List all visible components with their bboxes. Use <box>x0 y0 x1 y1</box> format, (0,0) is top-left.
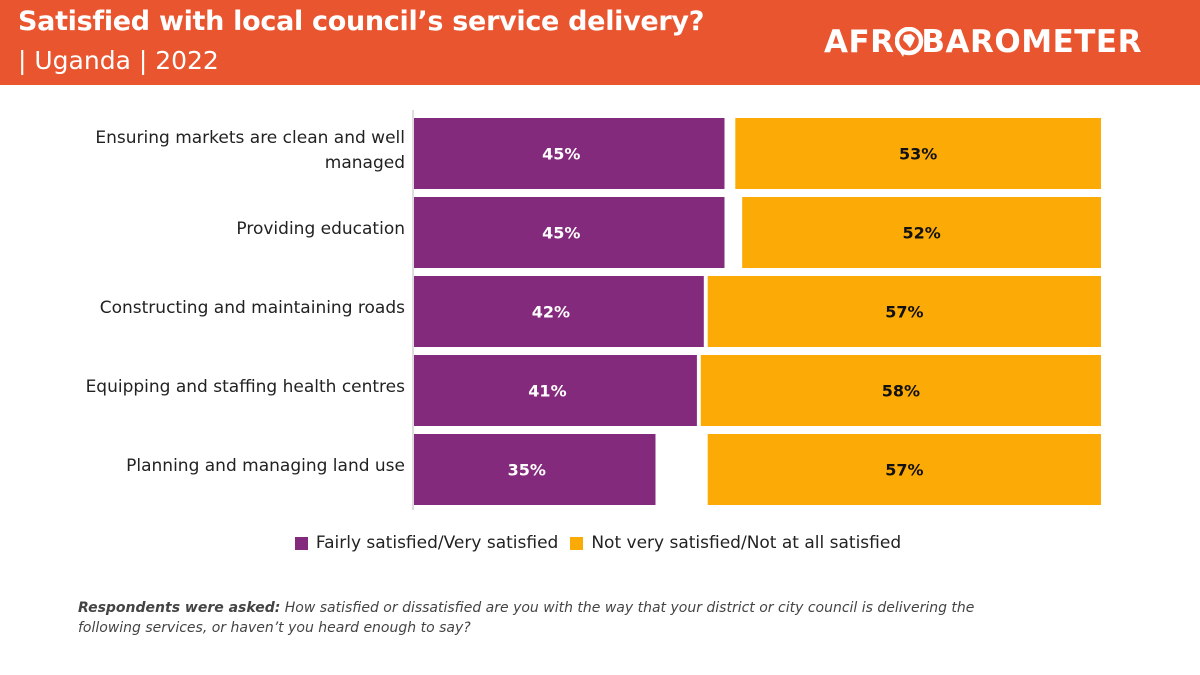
survey-question-note: Respondents were asked: How satisfied or… <box>78 598 1008 638</box>
data-label-satisfied-5: 35% <box>508 461 546 480</box>
category-label-line: Ensuring markets are clean and well <box>95 127 405 148</box>
bar-not-satisfied-5 <box>707 434 1101 505</box>
africa-globe-icon <box>894 27 923 57</box>
legend-label-not-satisfied: Not very satisfied/Not at all satisfied <box>591 533 902 553</box>
header-banner: Satisfied with local council’s service d… <box>0 0 1200 85</box>
bars-layer: 45% 53% 45% 52% 42% 57% 41% 58% 35% 57% <box>414 118 1101 505</box>
category-label-line: Constructing and maintaining roads <box>99 298 405 318</box>
bar-satisfied-2 <box>414 197 725 268</box>
legend-swatch-satisfied <box>294 536 308 550</box>
legend-swatch-not-satisfied <box>570 536 584 550</box>
chart-plot: 45% 53% 45% 52% 42% 57% 41% 58% 35% 57% <box>412 110 1101 510</box>
data-label-not-satisfied-2: 52% <box>902 224 940 243</box>
data-label-not-satisfied-5: 57% <box>885 461 923 480</box>
logo-text-end: BAROMETER <box>921 24 1142 60</box>
footnote-text: How satisfied or dissatisfied are you wi… <box>78 600 975 636</box>
data-label-satisfied-3: 42% <box>532 303 570 322</box>
afrobarometer-logo: AFROBAROMETER <box>824 22 1164 62</box>
bar-satisfied-4 <box>414 355 697 426</box>
category-label-2: Providing education <box>25 217 405 242</box>
data-label-not-satisfied-1: 53% <box>899 145 937 164</box>
bar-satisfied-3 <box>414 276 704 347</box>
data-label-satisfied-2: 45% <box>542 224 580 243</box>
legend-item-satisfied: Fairly satisfied/Very satisfied <box>294 533 559 553</box>
data-label-not-satisfied-3: 57% <box>885 303 923 322</box>
category-label-5: Planning and managing land use <box>25 454 405 479</box>
logo-globe-letter: O <box>894 22 923 62</box>
data-label-satisfied-1: 45% <box>542 145 580 164</box>
category-label-1: Ensuring markets are clean and well manag… <box>25 126 405 176</box>
chart-title: Satisfied with local council’s service d… <box>18 6 705 37</box>
bar-satisfied-1 <box>414 118 725 189</box>
bar-not-satisfied-4 <box>700 355 1101 426</box>
legend-label-satisfied: Fairly satisfied/Very satisfied <box>315 533 559 553</box>
data-label-satisfied-4: 41% <box>528 382 566 401</box>
category-label-4: Equipping and staffing health centres <box>25 375 405 400</box>
chart-subtitle: | Uganda | 2022 <box>18 46 219 75</box>
category-label-line: Providing education <box>236 219 405 239</box>
category-label-3: Constructing and maintaining roads <box>25 296 405 321</box>
bar-satisfied-5 <box>414 434 656 505</box>
category-label-line: Planning and managing land use <box>126 456 405 476</box>
category-label-line: managed <box>324 152 405 173</box>
bar-not-satisfied-3 <box>707 276 1101 347</box>
bar-not-satisfied-1 <box>735 118 1101 189</box>
footnote-prefix: Respondents were asked: <box>78 600 281 616</box>
data-label-not-satisfied-4: 58% <box>882 382 920 401</box>
chart-legend: Fairly satisfied/Very satisfied Not very… <box>0 533 1200 553</box>
bar-not-satisfied-2 <box>742 197 1101 268</box>
legend-item-not-satisfied: Not very satisfied/Not at all satisfied <box>570 533 901 553</box>
logo-text-start: AFR <box>824 24 895 60</box>
category-label-line: Equipping and staffing health centres <box>85 377 405 397</box>
